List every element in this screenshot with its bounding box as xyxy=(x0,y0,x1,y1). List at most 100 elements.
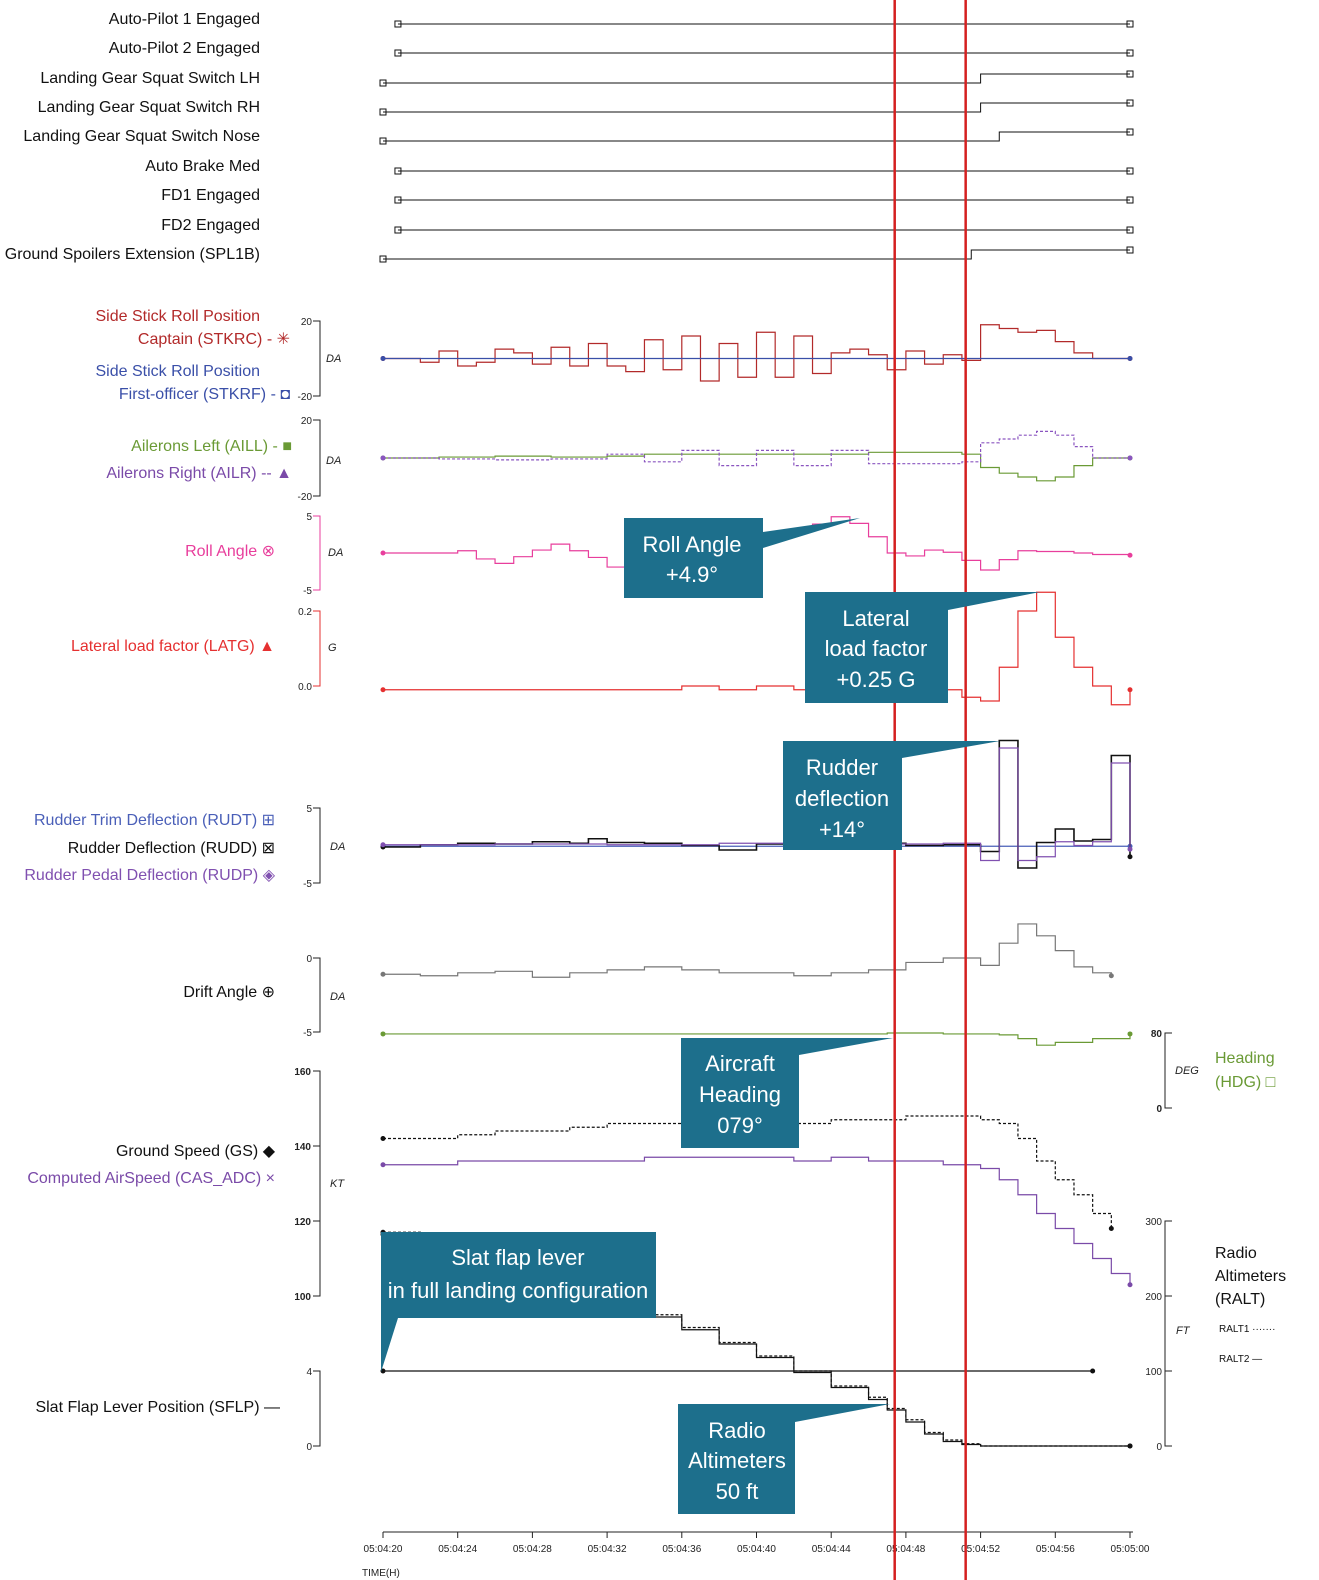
label-stkrc-line1: Side Stick Roll Position xyxy=(95,308,260,325)
label-ab: Auto Brake Med xyxy=(145,158,260,175)
callout-lateral: Lateral load factor +0.25 G xyxy=(805,592,1040,703)
series-line-latg xyxy=(383,591,1131,706)
callout-roll-line1: Roll Angle xyxy=(642,532,741,557)
tick-drift-lo: -5 xyxy=(303,1028,312,1039)
series-point-roll xyxy=(1127,552,1133,558)
tick-lat-hi: 0.2 xyxy=(298,607,312,618)
callout-ralt: Radio Altimeters 50 ft xyxy=(678,1404,890,1514)
discrete-end-symbol xyxy=(1126,226,1134,234)
label-ralt-line1: Radio xyxy=(1215,1245,1257,1262)
tick-sflp-4: 4 xyxy=(306,1367,312,1378)
unit-deg: DEG xyxy=(1175,1065,1199,1077)
time-tick-label: 05:04:24 xyxy=(438,1544,477,1555)
event-markers xyxy=(893,0,967,1580)
series-line-cas_adc xyxy=(383,1156,1131,1285)
series-point-latg xyxy=(380,687,386,693)
tick-ail-hi: 20 xyxy=(301,416,313,427)
callout-lateral-line1: Lateral xyxy=(842,606,909,631)
label-lgn: Landing Gear Squat Switch Nose xyxy=(23,128,260,145)
tick-ft-0: 0 xyxy=(1156,1442,1162,1453)
series-point-rudd xyxy=(1127,854,1133,860)
series-point-rudp xyxy=(1127,846,1133,852)
discrete-line-4 xyxy=(383,102,1130,113)
time-tick-label: 05:04:44 xyxy=(812,1544,851,1555)
legend-ralt2: RALT2 — xyxy=(1219,1354,1262,1365)
label-rudd: Rudder Deflection (RUDD) ⊠ xyxy=(68,840,275,857)
series-line-ralt1 xyxy=(383,1231,1130,1447)
label-stkrc-line2: Captain (STKRC) - ✳ xyxy=(138,331,290,348)
discrete-start-symbol xyxy=(379,255,387,263)
series-line-drift xyxy=(383,923,1112,978)
unit-kt: KT xyxy=(330,1178,345,1190)
series-point-gs xyxy=(380,1136,386,1141)
label-aill: Ailerons Left (AILL) - ■ xyxy=(131,438,292,455)
label-lgr: Landing Gear Squat Switch RH xyxy=(38,99,260,116)
tick-drift-hi: 0 xyxy=(306,954,312,965)
discrete-end-symbol xyxy=(1126,167,1134,175)
callout-rudder: Rudder deflection +14° xyxy=(783,741,1000,850)
discrete-start-symbol xyxy=(394,20,402,28)
tick-ail-lo: -20 xyxy=(298,492,313,503)
tick-rud-lo: -5 xyxy=(303,879,312,890)
axis-ralt xyxy=(1164,1220,1172,1447)
time-tick-label: 05:05:00 xyxy=(1111,1544,1150,1555)
unit-ft: FT xyxy=(1176,1325,1191,1337)
time-tick-label: 05:04:28 xyxy=(513,1544,552,1555)
callout-lateral-line3: +0.25 G xyxy=(837,667,916,692)
label-cas: Computed AirSpeed (CAS_ADC) × xyxy=(27,1170,275,1187)
callout-heading-box xyxy=(681,1038,893,1148)
label-gs: Ground Speed (GS) ◆ xyxy=(116,1143,276,1160)
axis-sflp xyxy=(313,1370,321,1447)
tick-lat-lo: 0.0 xyxy=(298,682,312,693)
callout-ralt-line3: 50 ft xyxy=(716,1479,759,1504)
series-line-gs xyxy=(383,1115,1112,1229)
series-point-stkrf xyxy=(380,356,386,361)
unit-lat: G xyxy=(328,642,337,654)
tick-spd-100: 100 xyxy=(294,1292,311,1303)
time-ticks: 05:04:20 05:04:24 05:04:28 05:04:32 05:04:36… xyxy=(364,1532,1150,1555)
tick-stk-lo: -20 xyxy=(298,392,313,403)
label-roll: Roll Angle ⊗ xyxy=(185,543,275,560)
series-line-stkrc xyxy=(383,324,1130,382)
time-tick-label: 05:04:48 xyxy=(886,1544,925,1555)
tick-ft-100: 100 xyxy=(1145,1367,1162,1378)
discrete-line-9 xyxy=(383,249,1130,260)
discrete-line-5 xyxy=(383,131,1130,142)
tick-ft-300: 300 xyxy=(1145,1217,1162,1228)
series-point-drift xyxy=(380,971,386,977)
discrete-end-symbol xyxy=(1126,246,1134,254)
discrete-start-symbol xyxy=(379,137,387,145)
discrete-start-symbol xyxy=(394,49,402,57)
time-tick-label: 05:04:56 xyxy=(1036,1544,1075,1555)
callout-ralt-line2: Altimeters xyxy=(688,1448,786,1473)
discrete-end-symbol xyxy=(1126,196,1134,204)
series-point-hdg xyxy=(1127,1031,1133,1037)
unit-rud: DA xyxy=(330,841,345,853)
tick-rud-hi: 5 xyxy=(306,804,312,815)
label-rudp: Rudder Pedal Deflection (RUDP) ◈ xyxy=(24,867,275,884)
callout-ralt-box xyxy=(678,1404,890,1514)
discrete-end-symbol xyxy=(1126,128,1134,136)
axis-speed xyxy=(313,1070,321,1297)
callout-heading: Aircraft Heading 079° xyxy=(681,1038,893,1148)
series-point-ailr xyxy=(380,455,386,461)
series-line-rudp xyxy=(383,747,1131,862)
axis-drift xyxy=(313,957,321,1033)
label-ralt-line3: (RALT) xyxy=(1215,1291,1265,1308)
time-tick-label: 05:04:40 xyxy=(737,1544,776,1555)
axis-ailerons xyxy=(313,419,321,497)
axis-roll xyxy=(313,515,321,591)
label-hdg-line1: Heading xyxy=(1215,1050,1275,1067)
callout-rudder-box xyxy=(783,741,1000,850)
discrete-start-symbol xyxy=(394,196,402,204)
label-sflp: Slat Flap Lever Position (SFLP) — xyxy=(35,1399,280,1416)
tick-sflp-0: 0 xyxy=(306,1442,312,1453)
series-point-ailr xyxy=(1127,455,1133,461)
tick-roll-hi: 5 xyxy=(306,512,312,523)
callout-ralt-line1: Radio xyxy=(708,1418,765,1443)
label-ralt-line2: Altimeters xyxy=(1215,1268,1286,1285)
discrete-end-symbol xyxy=(1126,20,1134,28)
series-line-ailr xyxy=(383,430,1130,467)
discrete-start-symbol xyxy=(379,79,387,87)
